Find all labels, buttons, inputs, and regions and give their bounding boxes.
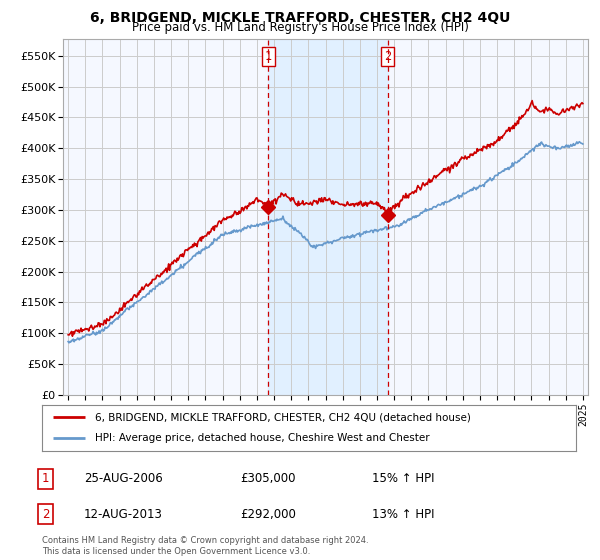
Text: £305,000: £305,000 <box>240 472 296 486</box>
Text: 6, BRIDGEND, MICKLE TRAFFORD, CHESTER, CH2 4QU: 6, BRIDGEND, MICKLE TRAFFORD, CHESTER, C… <box>90 11 510 25</box>
Text: 15% ↑ HPI: 15% ↑ HPI <box>372 472 434 486</box>
Text: 2: 2 <box>384 50 391 63</box>
Text: £292,000: £292,000 <box>240 507 296 521</box>
Text: 6, BRIDGEND, MICKLE TRAFFORD, CHESTER, CH2 4QU (detached house): 6, BRIDGEND, MICKLE TRAFFORD, CHESTER, C… <box>95 412 471 422</box>
Bar <box>268 39 388 395</box>
Text: 2: 2 <box>42 507 50 521</box>
Text: Contains HM Land Registry data © Crown copyright and database right 2024.
This d: Contains HM Land Registry data © Crown c… <box>42 536 368 556</box>
Text: 13% ↑ HPI: 13% ↑ HPI <box>372 507 434 521</box>
Text: HPI: Average price, detached house, Cheshire West and Chester: HPI: Average price, detached house, Ches… <box>95 433 430 444</box>
Text: Price paid vs. HM Land Registry's House Price Index (HPI): Price paid vs. HM Land Registry's House … <box>131 21 469 34</box>
Text: 1: 1 <box>265 50 272 63</box>
Text: 25-AUG-2006: 25-AUG-2006 <box>84 472 163 486</box>
Text: 12-AUG-2013: 12-AUG-2013 <box>84 507 163 521</box>
Text: 1: 1 <box>42 472 50 486</box>
